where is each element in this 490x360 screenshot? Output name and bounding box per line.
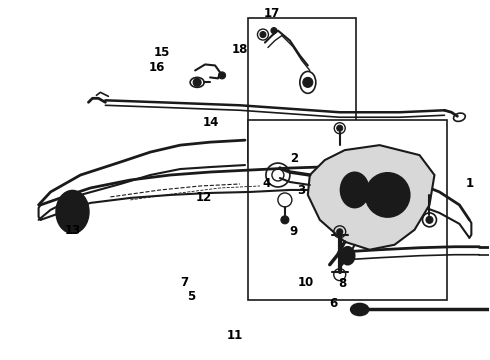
Text: 12: 12 [196, 192, 212, 204]
Circle shape [426, 216, 433, 223]
Ellipse shape [341, 172, 368, 207]
Text: 9: 9 [290, 225, 298, 238]
Circle shape [303, 77, 313, 87]
Text: 18: 18 [232, 42, 248, 55]
Text: 16: 16 [149, 60, 165, 73]
Text: 1: 1 [466, 177, 474, 190]
Ellipse shape [341, 247, 355, 265]
Text: 3: 3 [297, 184, 305, 197]
Circle shape [337, 229, 343, 235]
Text: 8: 8 [339, 278, 347, 291]
Bar [248, 120, 447, 300]
Text: 4: 4 [263, 177, 271, 190]
Ellipse shape [56, 191, 89, 233]
Circle shape [219, 72, 225, 79]
Circle shape [193, 78, 201, 86]
Text: 13: 13 [65, 224, 81, 238]
Text: 10: 10 [298, 276, 314, 289]
Polygon shape [308, 145, 435, 250]
Circle shape [271, 28, 277, 33]
Circle shape [366, 173, 410, 217]
Ellipse shape [351, 303, 368, 315]
Circle shape [337, 125, 343, 131]
Text: 5: 5 [187, 290, 196, 303]
Circle shape [260, 32, 266, 37]
Text: 15: 15 [154, 46, 170, 59]
Text: 17: 17 [264, 7, 280, 20]
Circle shape [281, 216, 289, 224]
Bar [248, 18, 356, 162]
Text: 7: 7 [180, 276, 188, 289]
Text: 2: 2 [290, 152, 298, 165]
Text: 6: 6 [329, 297, 337, 310]
Text: 14: 14 [202, 116, 219, 129]
Text: 11: 11 [227, 329, 244, 342]
